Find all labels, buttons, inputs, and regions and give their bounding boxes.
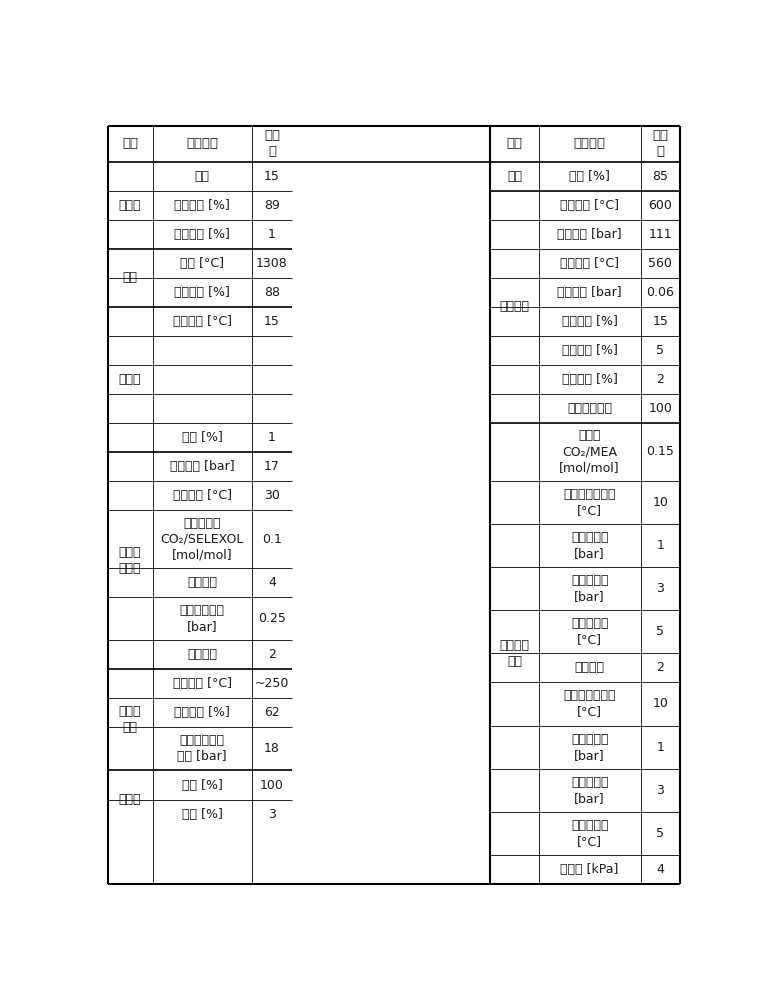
Text: 效率 [%]: 效率 [%] — [569, 170, 610, 183]
Text: 蒸汽系统: 蒸汽系统 — [499, 300, 529, 313]
Text: 4: 4 — [657, 863, 664, 876]
Text: 压损 [%]: 压损 [%] — [182, 808, 223, 821]
Text: 等熵效率 [%]: 等熵效率 [%] — [174, 286, 230, 299]
Text: 抽蒸汽压力
[bar]: 抽蒸汽压力 [bar] — [571, 776, 608, 805]
Text: 5: 5 — [656, 344, 664, 357]
Text: 3: 3 — [268, 808, 276, 821]
Text: 1: 1 — [657, 741, 664, 754]
Text: 参数名称: 参数名称 — [186, 137, 218, 150]
Text: 换热器: 换热器 — [119, 373, 141, 386]
Text: 集热效率 [%]: 集热效率 [%] — [174, 706, 230, 719]
Text: 透平: 透平 — [123, 271, 137, 284]
Text: 100: 100 — [648, 402, 672, 415]
Text: 18: 18 — [264, 742, 280, 755]
Text: 0.25: 0.25 — [258, 612, 286, 625]
Text: 项目: 项目 — [507, 137, 522, 150]
Text: 集热温度 [°C]: 集热温度 [°C] — [173, 677, 232, 690]
Text: 再沸器温差
[°C]: 再沸器温差 [°C] — [571, 617, 608, 646]
Text: 压比: 压比 — [194, 170, 210, 183]
Text: 太阳能
模块: 太阳能 模块 — [119, 705, 141, 734]
Text: 15: 15 — [652, 315, 668, 328]
Text: 再热温度 [°C]: 再热温度 [°C] — [560, 257, 619, 270]
Text: 溶液换热器温差
[°C]: 溶液换热器温差 [°C] — [564, 689, 616, 718]
Text: 15: 15 — [264, 315, 280, 328]
Text: 17: 17 — [264, 460, 280, 473]
Text: 111: 111 — [648, 228, 672, 241]
Text: 空气泄露 [%]: 空气泄露 [%] — [174, 228, 230, 241]
Text: 100: 100 — [260, 779, 284, 792]
Text: 冷凝压力 [bar]: 冷凝压力 [bar] — [558, 286, 622, 299]
Text: 末级闪蒸压力
[bar]: 末级闪蒸压力 [bar] — [180, 604, 225, 633]
Text: 解析塔压力
[bar]: 解析塔压力 [bar] — [571, 733, 608, 762]
Text: 解析塔压力
[bar]: 解析塔压力 [bar] — [571, 531, 608, 560]
Text: 燃烧室: 燃烧室 — [119, 793, 141, 806]
Text: 560: 560 — [648, 257, 672, 270]
Text: 85: 85 — [652, 170, 668, 183]
Text: 参数名称: 参数名称 — [574, 137, 606, 150]
Text: 1: 1 — [268, 228, 276, 241]
Text: 1: 1 — [657, 539, 664, 552]
Text: 再沸器温差
[°C]: 再沸器温差 [°C] — [571, 819, 608, 848]
Text: 2: 2 — [268, 648, 276, 661]
Text: 热侧压损 [%]: 热侧压损 [%] — [561, 373, 617, 386]
Text: 塔压降 [kPa]: 塔压降 [kPa] — [561, 863, 619, 876]
Text: 10: 10 — [652, 496, 668, 509]
Text: 进气温度 [°C]: 进气温度 [°C] — [173, 489, 232, 502]
Text: 抽蒸汽压力
[bar]: 抽蒸汽压力 [bar] — [571, 574, 608, 603]
Text: 2: 2 — [657, 661, 664, 674]
Text: 62: 62 — [264, 706, 280, 719]
Text: 化学吸收
系统: 化学吸收 系统 — [499, 639, 529, 668]
Text: 88: 88 — [264, 286, 280, 299]
Text: 初温 [°C]: 初温 [°C] — [180, 257, 224, 270]
Text: 最小温差 [°C]: 最小温差 [°C] — [173, 315, 232, 328]
Text: 4: 4 — [268, 576, 276, 589]
Text: 进气压力 [bar]: 进气压力 [bar] — [170, 460, 234, 473]
Text: 闪蒸次数: 闪蒸次数 — [187, 576, 217, 589]
Text: 1: 1 — [268, 431, 276, 444]
Text: 0.15: 0.15 — [646, 445, 674, 458]
Text: 30: 30 — [264, 489, 280, 502]
Text: 0.06: 0.06 — [646, 286, 674, 299]
Text: 15: 15 — [264, 170, 280, 183]
Text: 多变效率 [%]: 多变效率 [%] — [174, 199, 230, 212]
Text: 吸收器入口
CO₂/SELEXOL
[mol/mol]: 吸收器入口 CO₂/SELEXOL [mol/mol] — [161, 517, 244, 562]
Text: 2: 2 — [657, 373, 664, 386]
Text: 效率 [%]: 效率 [%] — [182, 779, 223, 792]
Text: ~250: ~250 — [255, 677, 289, 690]
Text: 冷侧压损 [%]: 冷侧压损 [%] — [561, 344, 617, 357]
Text: 3: 3 — [657, 582, 664, 595]
Text: 3: 3 — [657, 784, 664, 797]
Text: 溶液换热器温差
[°C]: 溶液换热器温差 [°C] — [564, 488, 616, 517]
Text: 蒸汽初温 [°C]: 蒸汽初温 [°C] — [560, 199, 619, 212]
Text: 1308: 1308 — [256, 257, 288, 270]
Text: 太阳能反应器
压力 [bar]: 太阳能反应器 压力 [bar] — [177, 734, 227, 763]
Text: 蒸汽初压 [bar]: 蒸汽初压 [bar] — [558, 228, 622, 241]
Text: 5: 5 — [656, 827, 664, 840]
Text: 压损 [%]: 压损 [%] — [182, 431, 223, 444]
Text: 水泵: 水泵 — [507, 170, 522, 183]
Text: 物理吸
收系统: 物理吸 收系统 — [119, 546, 141, 575]
Text: 间冷次数: 间冷次数 — [574, 661, 604, 674]
Text: 最低排烟温度: 最低排烟温度 — [568, 402, 612, 415]
Text: 600: 600 — [648, 199, 672, 212]
Text: 5: 5 — [656, 625, 664, 638]
Text: 10: 10 — [652, 697, 668, 710]
Text: 节点温差 [%]: 节点温差 [%] — [561, 315, 617, 328]
Text: 0.1: 0.1 — [262, 533, 282, 546]
Text: 参数
值: 参数 值 — [652, 129, 668, 158]
Text: 贫液中
CO₂/MEA
[mol/mol]: 贫液中 CO₂/MEA [mol/mol] — [559, 429, 620, 474]
Text: 89: 89 — [264, 199, 280, 212]
Text: 间冷次数: 间冷次数 — [187, 648, 217, 661]
Text: 参数
值: 参数 值 — [264, 129, 280, 158]
Text: 压气机: 压气机 — [119, 199, 141, 212]
Text: 项目: 项目 — [122, 137, 138, 150]
